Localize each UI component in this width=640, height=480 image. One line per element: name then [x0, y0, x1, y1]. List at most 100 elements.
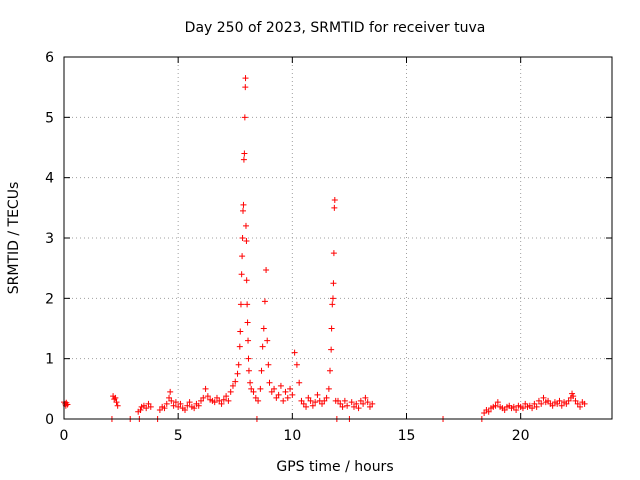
y-tick-label: 0 [45, 412, 54, 428]
data-point-marker [331, 204, 338, 211]
data-point-marker [519, 405, 526, 412]
data-point-marker [242, 75, 249, 82]
data-point-marker [265, 361, 272, 368]
data-point-marker [223, 393, 230, 400]
data-point-marker [364, 399, 371, 406]
data-point-marker [321, 397, 328, 404]
data-point-marker [195, 402, 202, 409]
data-point-marker [481, 409, 488, 416]
data-point-marker [565, 397, 572, 404]
data-point-marker [204, 393, 211, 400]
data-point-marker [282, 388, 289, 395]
data-point-marker [145, 400, 152, 407]
data-point-marker [211, 399, 218, 406]
data-point-marker [112, 394, 119, 401]
data-point-marker [549, 402, 556, 409]
gridlines [64, 57, 612, 419]
data-point-marker [263, 266, 270, 273]
data-point-marker [244, 319, 251, 326]
data-point-marker [258, 367, 265, 374]
data-point-marker [198, 397, 204, 404]
data-point-marker [355, 405, 362, 412]
data-point-marker [563, 400, 570, 407]
data-point-marker [350, 403, 357, 410]
y-tick-label: 1 [45, 352, 54, 368]
data-point-marker [273, 394, 280, 401]
data-point-marker [255, 397, 262, 404]
x-tick-label: 0 [60, 428, 69, 444]
data-point-marker [172, 399, 179, 406]
data-point-marker [309, 402, 316, 409]
data-point-marker [319, 400, 326, 407]
y-tick-label: 5 [45, 110, 54, 126]
data-point-marker [540, 394, 547, 401]
data-point-marker [538, 400, 545, 407]
data-point-marker [266, 379, 273, 386]
data-point-marker [245, 337, 252, 344]
data-point-marker [366, 403, 373, 410]
data-point-marker [522, 400, 529, 407]
x-tick-label: 5 [174, 428, 183, 444]
data-point-marker [191, 405, 198, 412]
data-point-marker [531, 400, 538, 407]
data-point-marker [335, 397, 341, 404]
data-point-marker [353, 400, 360, 407]
y-tick-label: 4 [45, 171, 54, 187]
data-point-marker [348, 399, 355, 406]
tick-labels: 0 5 10 15 20 0 1 2 3 4 5 6 [45, 50, 530, 444]
data-point-marker [114, 402, 121, 409]
data-point-marker [330, 250, 337, 257]
data-point-marker [218, 400, 225, 407]
data-point-marker [581, 400, 588, 407]
data-point-marker [229, 382, 236, 389]
data-point-marker [284, 394, 291, 401]
data-point-marker [245, 367, 252, 374]
data-point-marker [264, 337, 271, 344]
data-point-marker [574, 400, 581, 407]
data-point-marker [545, 397, 552, 404]
data-points [61, 75, 588, 422]
data-point-marker [554, 400, 561, 407]
data-point-marker [305, 394, 312, 401]
data-point-marker [243, 277, 250, 284]
data-point-marker [533, 403, 540, 410]
data-point-marker [177, 400, 184, 407]
data-point-marker [501, 406, 508, 413]
data-point-marker [289, 391, 296, 398]
data-point-marker [577, 403, 584, 410]
data-point-marker [242, 222, 249, 229]
data-point-marker [227, 388, 234, 395]
data-point-marker [225, 397, 232, 404]
data-point-marker [492, 402, 499, 409]
data-point-marker [237, 301, 244, 308]
data-point-marker [572, 397, 579, 404]
data-point-marker [147, 403, 154, 410]
data-point-marker [170, 402, 177, 409]
data-point-marker [330, 280, 337, 287]
data-point-marker [323, 394, 330, 401]
data-point-marker [360, 400, 367, 407]
data-point-marker [248, 385, 255, 392]
data-point-marker [113, 399, 120, 406]
data-point-marker [175, 403, 182, 410]
data-point-marker [259, 343, 266, 350]
data-point-marker [252, 394, 259, 401]
data-point-marker [161, 405, 168, 412]
data-point-marker [337, 400, 344, 407]
x-tick-label: 20 [512, 428, 530, 444]
chart-title: Day 250 of 2023, SRMTID for receiver tuv… [185, 20, 486, 36]
data-point-marker [293, 361, 300, 368]
data-point-marker [234, 370, 241, 377]
data-point-marker [156, 406, 163, 413]
data-point-marker [344, 402, 351, 409]
data-point-marker [250, 388, 257, 395]
data-point-marker [339, 403, 346, 410]
x-axis-label: GPS time / hours [276, 459, 393, 475]
data-point-marker [247, 379, 254, 386]
data-point-marker [296, 379, 303, 386]
data-point-marker [182, 406, 189, 413]
data-point-marker [300, 400, 307, 407]
data-point-marker [287, 385, 294, 392]
data-point-marker [240, 156, 247, 163]
